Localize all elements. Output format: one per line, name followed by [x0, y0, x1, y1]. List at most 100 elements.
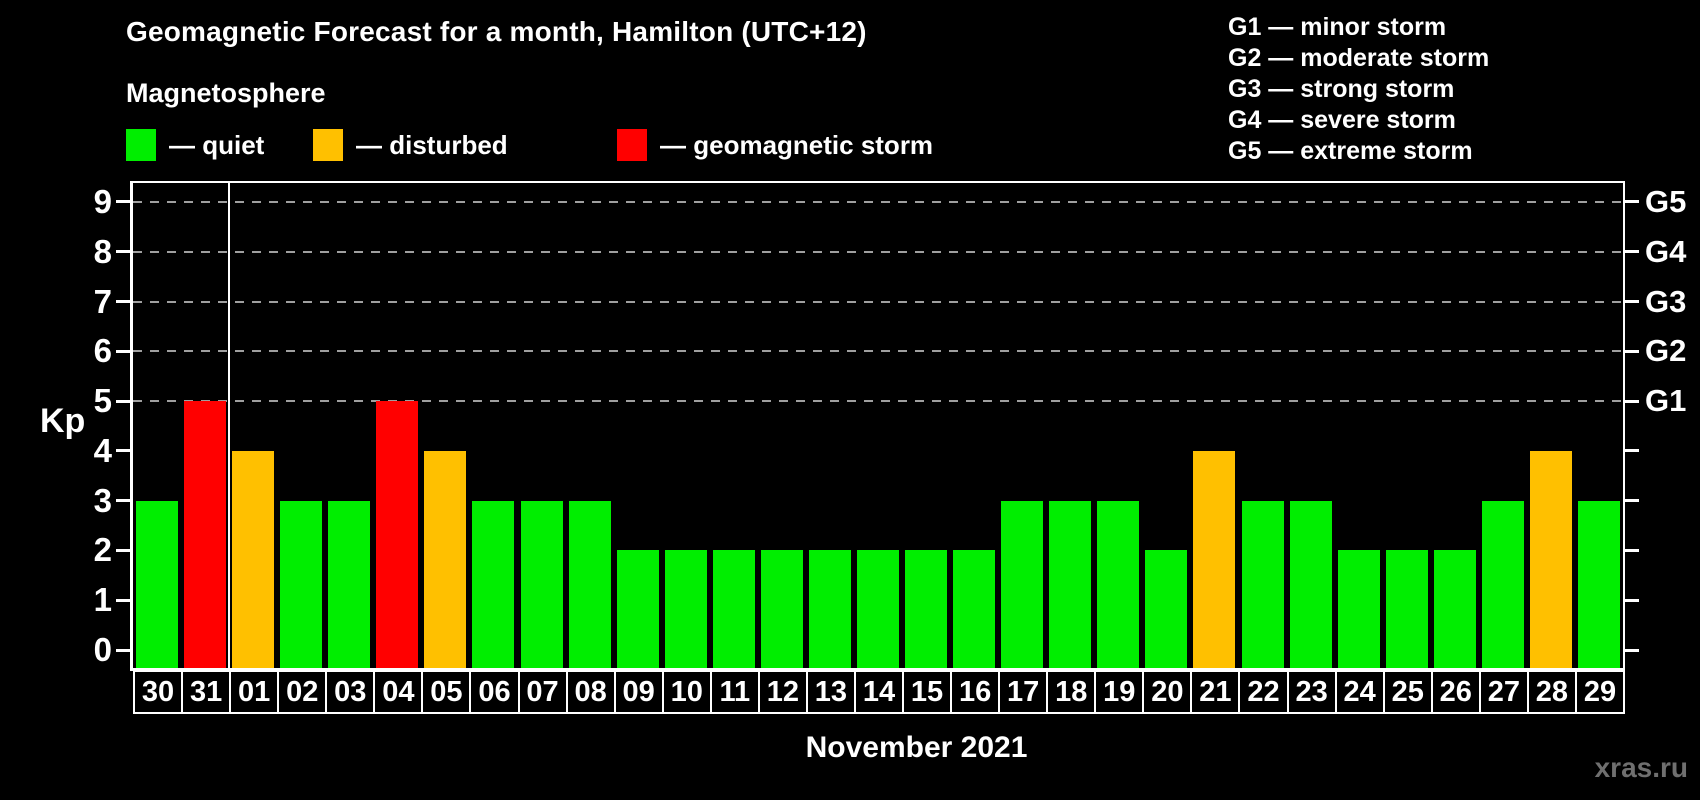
day-label-25: 25: [1382, 670, 1433, 714]
kp-bar-day-30: [136, 500, 179, 668]
right-axis-label-G2: G2: [1645, 333, 1687, 369]
legend-label-quiet: — quiet: [169, 130, 265, 160]
kp-bar-day-01: [232, 450, 275, 668]
day-label-29: 29: [1574, 670, 1625, 714]
storm-color-swatch: [617, 129, 647, 161]
day-label-12: 12: [757, 670, 808, 714]
day-label-17: 17: [998, 670, 1049, 714]
kp-bar-day-29: [1577, 500, 1620, 668]
kp-bar-day-23: [1289, 500, 1332, 668]
kp-bar-day-14: [857, 550, 899, 668]
day-label-15: 15: [902, 670, 953, 714]
day-label-06: 06: [469, 670, 520, 714]
right-axis-tick: [1625, 449, 1639, 453]
kp-bar-day-26: [1433, 550, 1476, 668]
day-label-04: 04: [373, 670, 424, 714]
y-tick-label-7: 7: [93, 282, 112, 320]
day-label-22: 22: [1238, 670, 1289, 714]
kp-bar-day-28: [1529, 450, 1572, 668]
kp-bar-day-09: [616, 550, 659, 668]
g-scale-line: G1 — minor storm: [1228, 13, 1447, 41]
y-tick-label-3: 3: [93, 481, 112, 519]
x-axis-title: November 2021: [805, 731, 1028, 764]
right-axis-tick: [1625, 399, 1639, 403]
day-label-09: 09: [613, 670, 664, 714]
g-scale-legend: G1 — minor storm G2 — moderate storm G3 …: [1228, 12, 1489, 167]
kp-bar-day-16: [953, 550, 996, 668]
kp-bar-day-04: [376, 401, 419, 668]
legend-item-quiet: — quiet: [126, 128, 264, 162]
gridline-kp-8: [133, 250, 1623, 253]
gridline-kp-5: [133, 400, 1623, 403]
watermark: xras.ru: [1594, 752, 1688, 783]
day-label-19: 19: [1094, 670, 1145, 714]
right-axis-label-G5: G5: [1645, 183, 1687, 219]
day-label-26: 26: [1430, 670, 1481, 714]
kp-bar-day-25: [1385, 550, 1428, 668]
day-label-07: 07: [517, 670, 568, 714]
day-label-10: 10: [661, 670, 712, 714]
day-label-14: 14: [853, 670, 905, 714]
day-label-20: 20: [1142, 670, 1193, 714]
month-separator-line: [228, 183, 231, 668]
kp-bar-day-05: [424, 450, 467, 668]
day-label-23: 23: [1286, 670, 1337, 714]
day-label-02: 02: [277, 670, 328, 714]
day-label-05: 05: [421, 670, 472, 714]
legend-label-disturbed: — disturbed: [356, 130, 508, 160]
disturbed-color-swatch: [313, 129, 343, 161]
kp-bar-day-21: [1193, 450, 1236, 668]
y-tick-label-1: 1: [93, 581, 112, 619]
kp-bar-day-24: [1337, 550, 1380, 668]
chart-title: Geomagnetic Forecast for a month, Hamilt…: [126, 16, 867, 47]
right-axis-tick: [1625, 300, 1639, 304]
gridline-kp-6: [133, 350, 1623, 353]
kp-bar-day-17: [1001, 500, 1044, 668]
right-axis-tick: [1625, 598, 1639, 602]
g-scale-line: G4 — severe storm: [1228, 106, 1456, 134]
quiet-color-swatch: [126, 129, 156, 161]
kp-bar-day-12: [760, 550, 803, 668]
left-axis-tick: [116, 200, 130, 204]
kp-bar-day-08: [568, 500, 611, 668]
legend-item-disturbed: — disturbed: [313, 128, 508, 162]
left-axis-tick: [116, 399, 130, 403]
left-axis-tick: [116, 349, 130, 353]
x-axis-day-labels: 30 31 01 02 03 04 05 06 07 08 09 10 11 12 13 14 15 16 17 18…: [133, 670, 1627, 714]
kp-bar-day-06: [472, 500, 515, 668]
day-label-16: 16: [950, 670, 1001, 714]
plot-area: [116, 181, 1639, 671]
g-scale-line: G3 — strong storm: [1228, 75, 1455, 103]
day-label-18: 18: [1046, 670, 1097, 714]
kp-bar-day-11: [712, 550, 755, 668]
right-axis-label-G1: G1: [1645, 383, 1687, 419]
kp-bar-day-10: [664, 550, 707, 668]
left-axis-tick: [116, 598, 130, 602]
gridline-kp-9: [133, 200, 1623, 203]
g-scale-line: G2 — moderate storm: [1228, 44, 1490, 72]
y-tick-label-2: 2: [93, 531, 112, 569]
left-axis-tick: [116, 300, 130, 304]
day-label-08: 08: [565, 670, 616, 714]
day-label-30: 30: [133, 670, 184, 714]
kp-bar-day-22: [1241, 500, 1284, 668]
day-label-13: 13: [805, 670, 856, 714]
left-axis-tick: [116, 499, 130, 503]
left-axis-tick: [116, 648, 130, 652]
kp-bar-day-20: [1145, 550, 1188, 668]
y-tick-label-5: 5: [93, 382, 112, 420]
day-label-21: 21: [1190, 670, 1241, 714]
right-axis-tick: [1625, 200, 1639, 204]
right-axis-tick: [1625, 548, 1639, 552]
day-label-28: 28: [1526, 670, 1577, 714]
kp-bar-day-07: [520, 500, 563, 668]
g-scale-line: G5 — extreme storm: [1228, 137, 1473, 165]
day-label-03: 03: [325, 670, 376, 714]
y-tick-label-6: 6: [93, 332, 112, 370]
right-axis-label-G4: G4: [1645, 233, 1687, 269]
kp-bar-day-31: [184, 401, 227, 668]
kp-bar-day-13: [808, 550, 851, 668]
y-tick-label-8: 8: [93, 232, 112, 270]
right-axis-label-G3: G3: [1645, 283, 1687, 319]
